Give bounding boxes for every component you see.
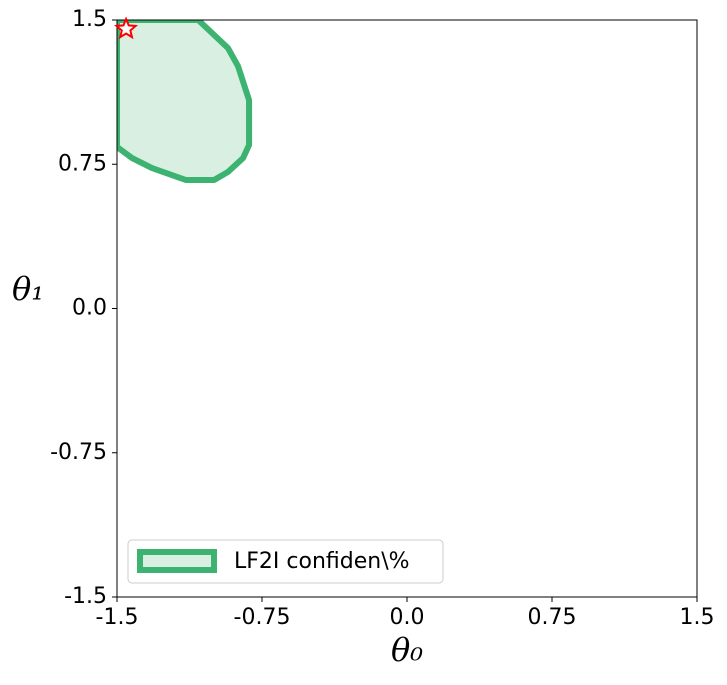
x-tick-label: -1.5 — [96, 605, 139, 630]
y-tick-label: 0.0 — [72, 296, 107, 321]
y-tick-label: -0.75 — [50, 440, 107, 465]
y-axis-label: θ₁ — [12, 270, 44, 308]
x-tick-label: 0.75 — [528, 605, 577, 630]
y-tick-label: 1.5 — [72, 7, 107, 32]
legend-label: LF2I confiden\% — [234, 549, 410, 574]
y-tick-label: -1.5 — [64, 584, 107, 609]
legend-swatch — [137, 549, 217, 573]
true-parameter-marker — [114, 16, 139, 40]
x-axis-label: θ₀ — [391, 631, 423, 669]
x-tick-label: 0.0 — [390, 605, 425, 630]
x-tick-label: -0.75 — [234, 605, 291, 630]
y-tick-label: 0.75 — [58, 151, 107, 176]
x-tick-label: 1.5 — [680, 605, 715, 630]
confidence-region — [117, 20, 253, 184]
